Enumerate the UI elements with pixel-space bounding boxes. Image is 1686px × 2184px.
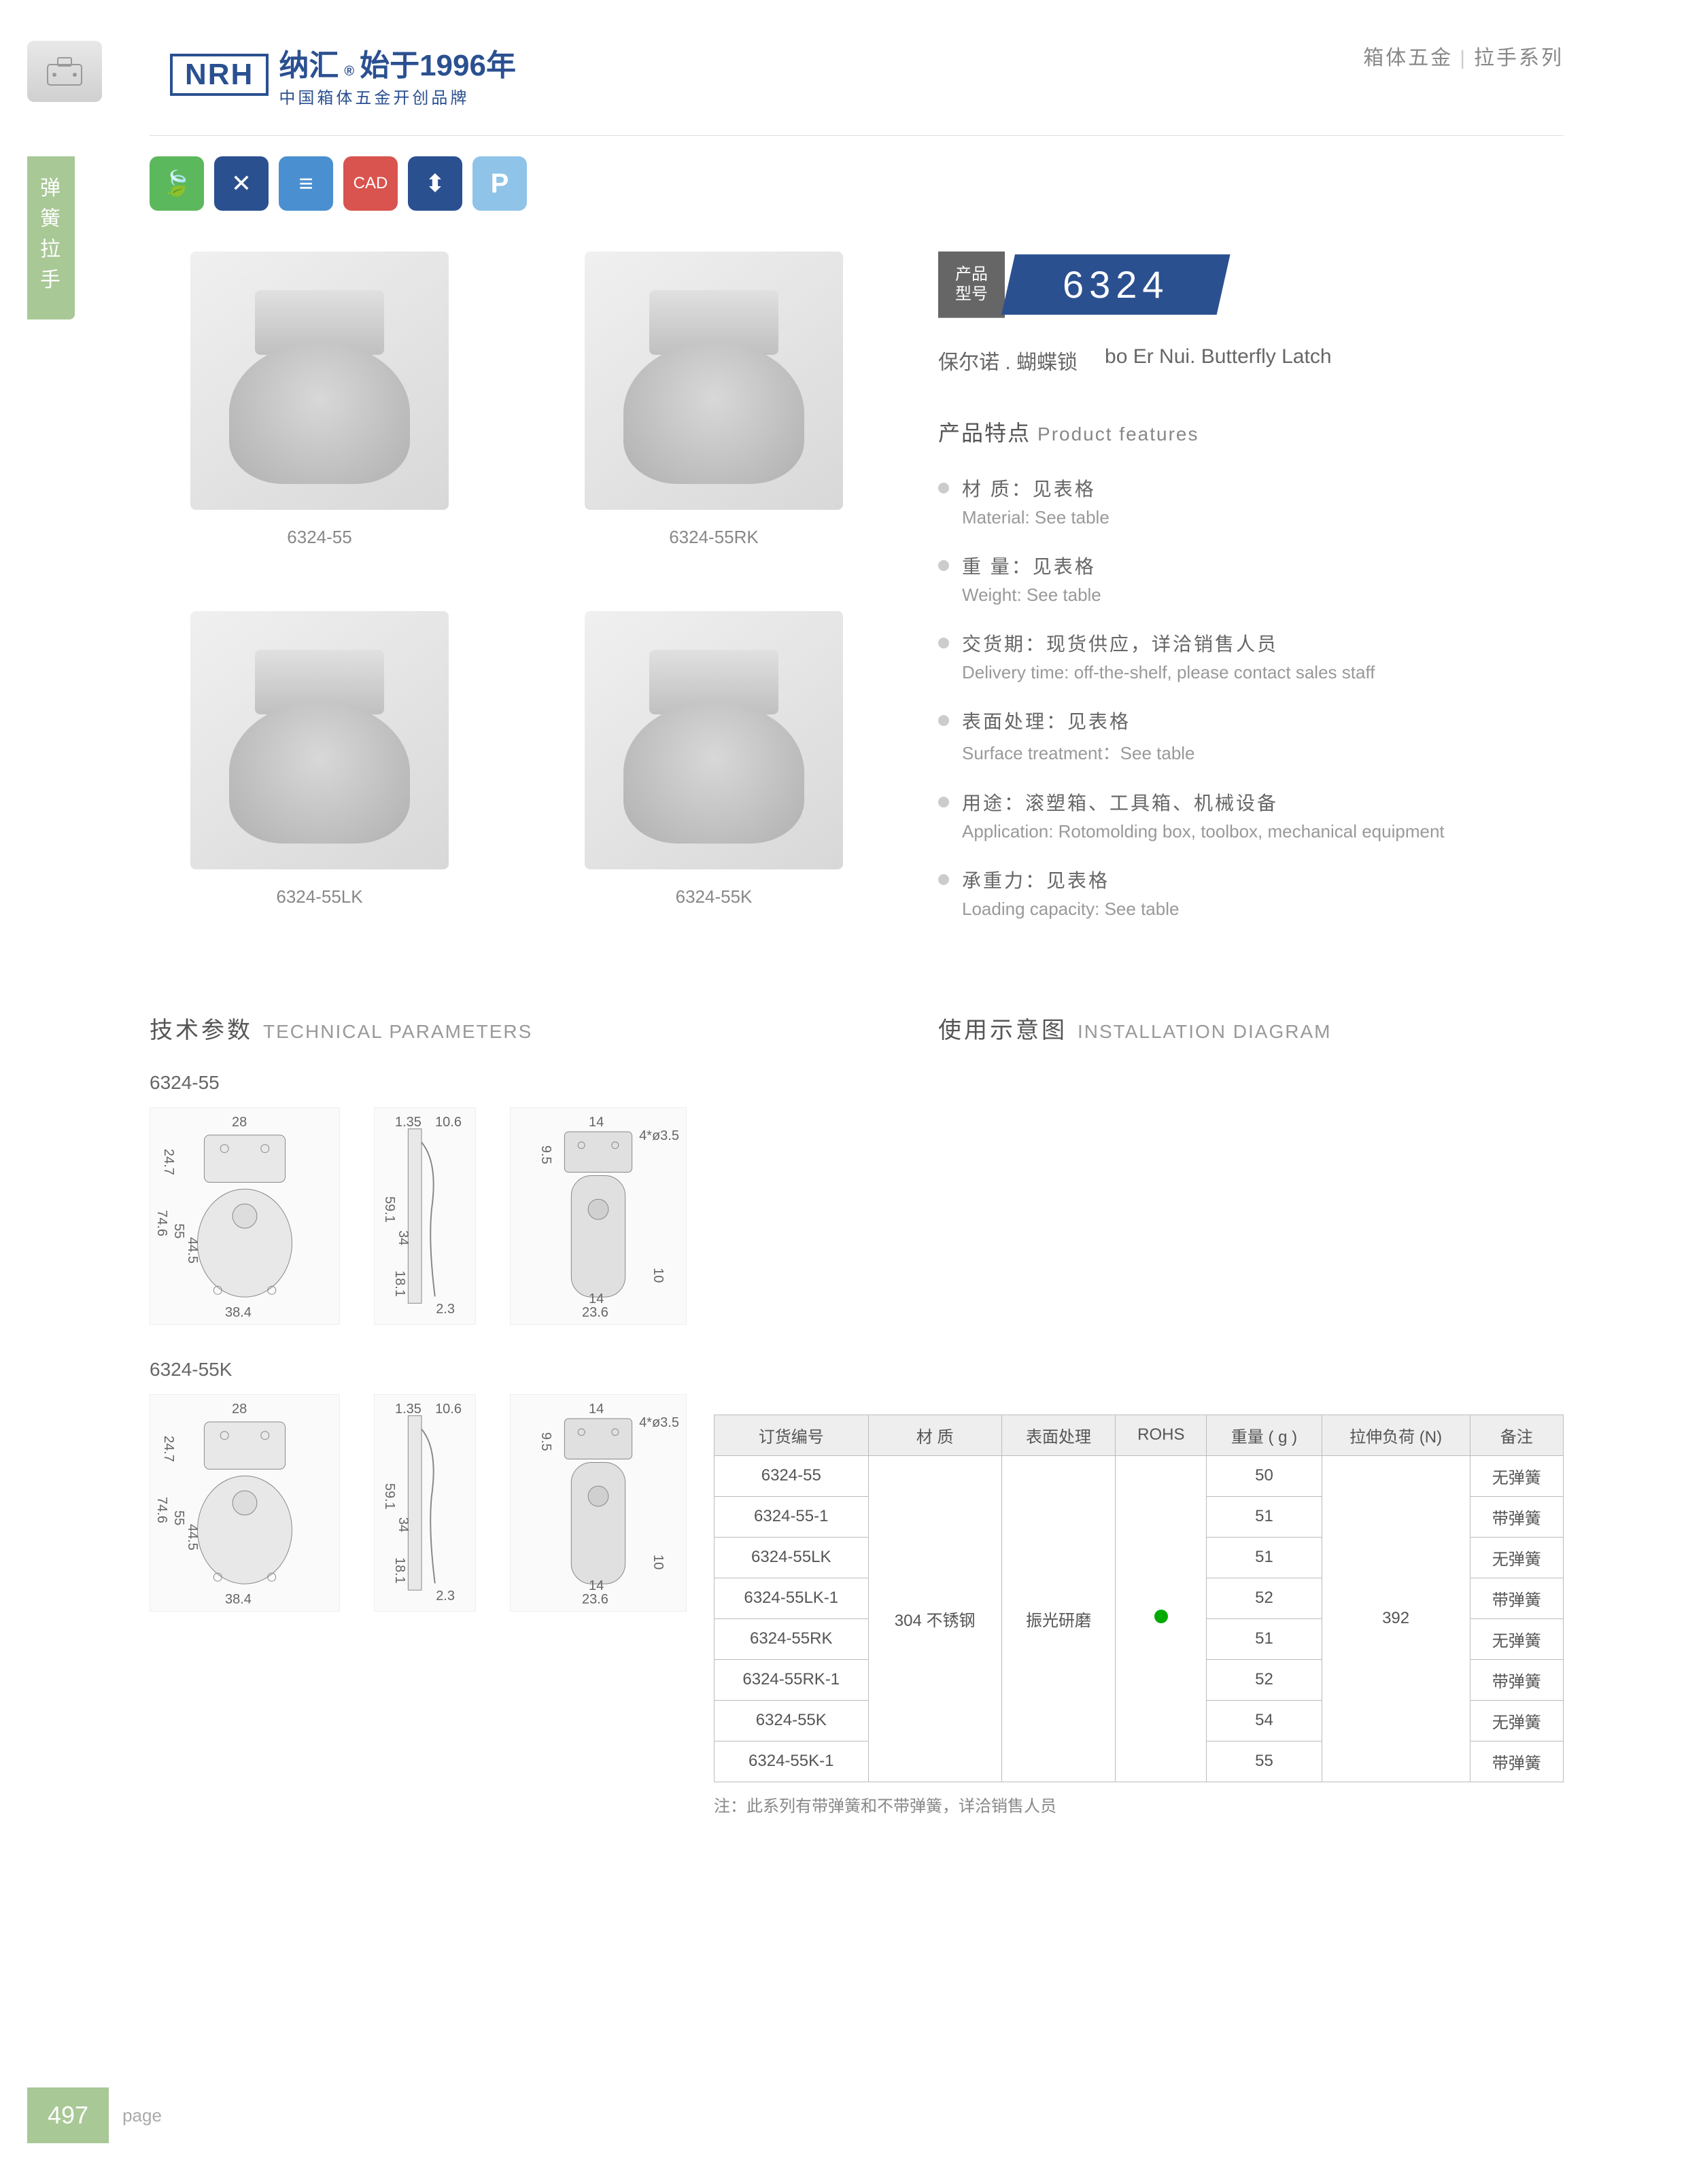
badge-p-icon: P: [472, 156, 527, 211]
table-cell: 6324-55K: [715, 1700, 869, 1741]
page-label: page: [122, 2105, 162, 2126]
page-footer: 497 page: [27, 2087, 162, 2143]
drawings-row: 28 24.7 74.6 55 44.5 38.4 1.35 10.6 59.1…: [150, 1107, 1564, 1325]
tech-params-title: 技术参数TECHNICAL PARAMETERS: [150, 1011, 884, 1045]
product-label: 6324-55: [287, 527, 351, 548]
technical-drawing: 1.35 10.6 59.1 34 18.1 2.3: [374, 1107, 476, 1325]
table-cell: 52: [1207, 1578, 1322, 1618]
model-number: 6324: [1001, 254, 1231, 315]
features-list: 材 质：见表格Material: See table 重 量：见表格Weight…: [938, 474, 1564, 920]
header-category: 箱体五金|拉手系列: [1363, 41, 1564, 71]
product-label: 6324-55LK: [276, 886, 362, 907]
technical-drawing: 14 4*ø3.5 9.5 10 14 23.6: [510, 1107, 687, 1325]
tech-block-label: 6324-55: [150, 1072, 1564, 1094]
table-cell: 304 不锈钢: [868, 1455, 1001, 1782]
table-note: 注：此系列有带弹簧和不带弹簧，详洽销售人员: [714, 1792, 1564, 1816]
badge-cad-icon: CAD: [343, 156, 398, 211]
table-cell: 6324-55RK: [715, 1618, 869, 1659]
page-number: 497: [27, 2087, 109, 2143]
brand-name: 纳汇: [279, 41, 339, 84]
table-cell: 55: [1207, 1741, 1322, 1782]
table-cell: 带弹簧: [1470, 1496, 1563, 1537]
table-cell: 51: [1207, 1496, 1322, 1537]
side-tab: 弹簧拉手: [27, 156, 75, 319]
table-cell: 无弹簧: [1470, 1618, 1563, 1659]
table-cell: 50: [1207, 1455, 1322, 1496]
brand-since: 始于1996年: [360, 41, 516, 84]
product-image: [585, 252, 843, 510]
technical-drawing: 1.35 10.6 59.1 34 18.1 2.3: [374, 1394, 476, 1612]
spec-table: 订货编号材 质表面处理ROHS重量 ( g )拉伸负荷 (N)备注 6324-5…: [714, 1415, 1564, 1782]
table-cell: 6324-55K-1: [715, 1741, 869, 1782]
table-cell: 52: [1207, 1659, 1322, 1700]
table-cell: 6324-55RK-1: [715, 1659, 869, 1700]
table-cell: 51: [1207, 1618, 1322, 1659]
drawings-row: 28 24.7 74.6 55 44.5 38.4 1.35 10.6 59.1…: [150, 1394, 687, 1612]
header: NRH 纳汇®始于1996年 中国箱体五金开创品牌 箱体五金|拉手系列: [150, 41, 1564, 108]
table-cell: 6324-55LK: [715, 1537, 869, 1578]
badge-tools-icon: ✕: [214, 156, 269, 211]
table-cell: 无弹簧: [1470, 1537, 1563, 1578]
product-image: [585, 611, 843, 869]
table-cell: 振光研磨: [1001, 1455, 1116, 1782]
table-cell: 6324-55: [715, 1455, 869, 1496]
product-image: [190, 252, 449, 510]
install-diagram-title: 使用示意图INSTALLATION DIAGRAM: [938, 1011, 1564, 1045]
table-cell: 带弹簧: [1470, 1741, 1563, 1782]
model-name: 保尔诺 . 蝴蝶锁bo Er Nui. Butterfly Latch: [938, 345, 1564, 375]
technical-drawing: 14 4*ø3.5 9.5 10 14 23.6: [510, 1394, 687, 1612]
technical-drawing: 28 24.7 74.6 55 44.5 38.4: [150, 1107, 340, 1325]
table-cell: 51: [1207, 1537, 1322, 1578]
header-icon: [27, 41, 102, 102]
table-cell: 无弹簧: [1470, 1700, 1563, 1741]
table-cell: 带弹簧: [1470, 1659, 1563, 1700]
product-image: [190, 611, 449, 869]
logo-text: NRH: [170, 54, 269, 96]
rohs-dot-icon: [1154, 1610, 1168, 1623]
table-cell: [1116, 1455, 1207, 1782]
badges-row: 🍃 ✕ ≡ CAD ⬍ P: [150, 156, 1564, 211]
badge-spring-icon: ≡: [279, 156, 333, 211]
features-title: 产品特点Product features: [938, 416, 1564, 447]
badge-screw-icon: ⬍: [408, 156, 462, 211]
brand-slogan: 中国箱体五金开创品牌: [279, 84, 516, 108]
product-label: 6324-55RK: [669, 527, 759, 548]
table-cell: 6324-55-1: [715, 1496, 869, 1537]
table-cell: 带弹簧: [1470, 1578, 1563, 1618]
product-grid: 6324-55 6324-55RK 6324-55LK 6324-55K: [150, 252, 884, 943]
table-cell: 无弹簧: [1470, 1455, 1563, 1496]
table-cell: 392: [1322, 1455, 1470, 1782]
model-badge: 产品型号 6324: [938, 252, 1564, 318]
technical-drawing: 28 24.7 74.6 55 44.5 38.4: [150, 1394, 340, 1612]
tech-block-label: 6324-55K: [150, 1359, 1564, 1381]
product-label: 6324-55K: [676, 886, 753, 907]
table-cell: 54: [1207, 1700, 1322, 1741]
table-cell: 6324-55LK-1: [715, 1578, 869, 1618]
badge-eco-icon: 🍃: [150, 156, 204, 211]
